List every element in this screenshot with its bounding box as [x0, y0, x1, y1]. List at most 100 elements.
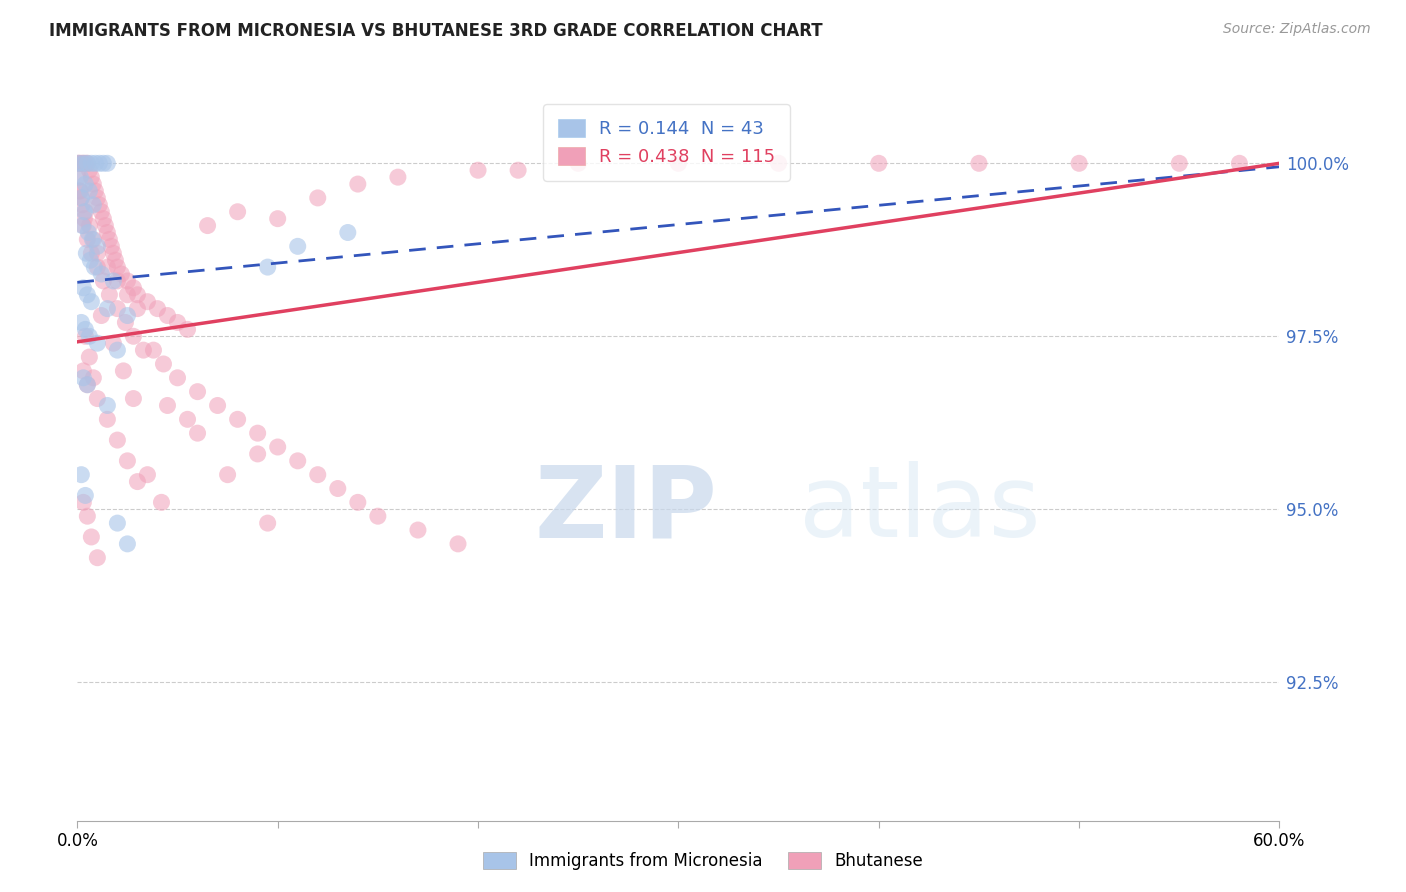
Text: IMMIGRANTS FROM MICRONESIA VS BHUTANESE 3RD GRADE CORRELATION CHART: IMMIGRANTS FROM MICRONESIA VS BHUTANESE …	[49, 22, 823, 40]
Point	[94, 219, 117, 233]
Text: Source: ZipAtlas.com: Source: ZipAtlas.com	[1223, 22, 1371, 37]
Point	[256, 260, 278, 274]
Point	[84, 184, 107, 198]
Point	[72, 281, 94, 295]
Point	[226, 412, 249, 426]
Point	[176, 412, 198, 426]
Point	[152, 357, 174, 371]
Point	[76, 377, 98, 392]
Point	[122, 392, 145, 406]
Point	[67, 184, 90, 198]
Text: atlas: atlas	[799, 461, 1040, 558]
Point	[82, 232, 104, 246]
Point	[107, 516, 129, 530]
Point	[72, 495, 94, 509]
Point	[72, 198, 94, 212]
Point	[307, 191, 329, 205]
Point	[217, 467, 239, 482]
Text: ZIP: ZIP	[534, 461, 717, 558]
Point	[79, 329, 101, 343]
Point	[86, 550, 108, 565]
Point	[1069, 156, 1091, 170]
Point	[79, 219, 101, 233]
Point	[287, 239, 309, 253]
Point	[1168, 156, 1191, 170]
Point	[117, 537, 139, 551]
Point	[107, 274, 129, 288]
Point	[93, 156, 115, 170]
Point	[70, 191, 93, 205]
Point	[72, 371, 94, 385]
Point	[346, 177, 368, 191]
Point	[98, 287, 121, 301]
Point	[98, 232, 121, 246]
Point	[79, 253, 101, 268]
Point	[76, 509, 98, 524]
Point	[80, 530, 103, 544]
Point	[287, 454, 309, 468]
Point	[86, 191, 108, 205]
Point	[122, 329, 145, 343]
Point	[86, 260, 108, 274]
Legend: R = 0.144  N = 43, R = 0.438  N = 115: R = 0.144 N = 43, R = 0.438 N = 115	[543, 104, 790, 181]
Point	[90, 309, 112, 323]
Point	[80, 170, 103, 185]
Point	[75, 246, 97, 260]
Point	[89, 198, 111, 212]
Point	[80, 294, 103, 309]
Point	[197, 219, 219, 233]
Point	[96, 301, 118, 316]
Point	[79, 184, 101, 198]
Point	[80, 246, 103, 260]
Point	[96, 156, 118, 170]
Point	[89, 156, 111, 170]
Point	[142, 343, 165, 358]
Point	[246, 447, 269, 461]
Point	[107, 433, 129, 447]
Point	[70, 315, 93, 329]
Point	[107, 260, 129, 274]
Point	[110, 267, 132, 281]
Point	[82, 177, 104, 191]
Point	[768, 156, 790, 170]
Point	[103, 336, 125, 351]
Point	[100, 239, 122, 253]
Point	[668, 156, 690, 170]
Point	[156, 399, 179, 413]
Point	[75, 156, 97, 170]
Point	[80, 156, 103, 170]
Point	[76, 156, 98, 170]
Point	[79, 350, 101, 364]
Point	[69, 170, 91, 185]
Point	[166, 371, 188, 385]
Point	[122, 281, 145, 295]
Point	[114, 315, 136, 329]
Point	[67, 170, 90, 185]
Point	[127, 301, 149, 316]
Point	[96, 412, 118, 426]
Legend: Immigrants from Micronesia, Bhutanese: Immigrants from Micronesia, Bhutanese	[477, 845, 929, 877]
Point	[107, 301, 129, 316]
Point	[127, 475, 149, 489]
Point	[70, 156, 93, 170]
Point	[93, 274, 115, 288]
Point	[96, 399, 118, 413]
Point	[96, 260, 118, 274]
Point	[387, 170, 409, 185]
Point	[246, 426, 269, 441]
Point	[508, 163, 530, 178]
Point	[136, 467, 159, 482]
Point	[82, 371, 104, 385]
Point	[967, 156, 990, 170]
Point	[75, 177, 97, 191]
Point	[73, 211, 96, 226]
Point	[82, 232, 104, 246]
Point	[73, 204, 96, 219]
Point	[467, 163, 489, 178]
Point	[104, 253, 127, 268]
Point	[86, 239, 108, 253]
Point	[256, 516, 278, 530]
Point	[146, 301, 169, 316]
Point	[72, 219, 94, 233]
Point	[83, 260, 105, 274]
